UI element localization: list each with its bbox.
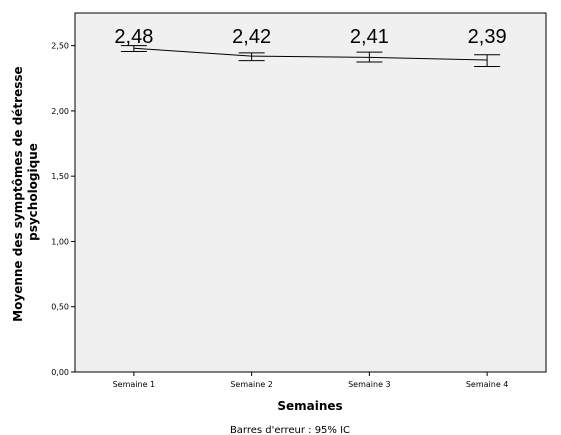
y-tick-label: 0,00 [51, 368, 69, 377]
x-tick-label: Semaine 4 [466, 380, 509, 389]
y-axis-title-line-2: psychologique [26, 143, 40, 241]
error-bar-footnote: Barres d'erreur : 95% IC [230, 425, 350, 435]
y-tick-label: 1,00 [51, 237, 69, 246]
plot-area [74, 12, 547, 373]
y-tick-label: 1,50 [51, 172, 69, 181]
y-axis-title: Moyenne des symptômes de détresse psycho… [11, 62, 40, 322]
data-label: 2,42 [232, 26, 271, 48]
x-tick-label: Semaine 1 [113, 380, 156, 389]
y-tick-label: 0,50 [51, 303, 69, 312]
error-bars [120, 45, 501, 68]
y-axis-title-line-1: Moyenne des symptômes de détresse [11, 66, 25, 321]
y-tick-label: 2,50 [51, 42, 69, 51]
data-label: 2,41 [350, 26, 389, 48]
x-axis: Semaine 1 Semaine 2 Semaine 3 Semaine 4 [113, 372, 509, 389]
x-tick-label: Semaine 2 [230, 380, 273, 389]
data-label: 2,39 [468, 26, 507, 48]
y-tick-label: 2,00 [51, 107, 69, 116]
x-axis-title: Semaines [277, 399, 342, 413]
data-labels: 2,48 2,42 2,41 2,39 [114, 26, 506, 48]
series-line [133, 47, 488, 61]
x-tick-label: Semaine 3 [348, 380, 391, 389]
data-label: 2,48 [114, 26, 153, 48]
y-axis: 0,00 0,50 1,00 1,50 2,00 2,50 [51, 42, 75, 377]
